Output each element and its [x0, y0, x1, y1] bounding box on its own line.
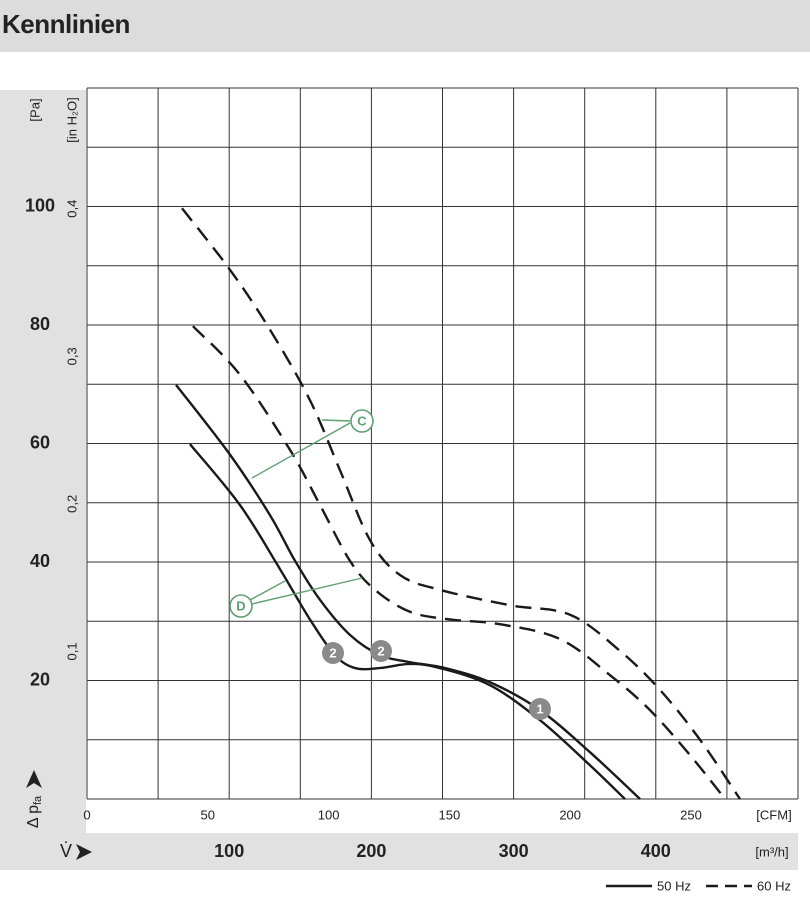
- left-band: [0, 90, 86, 870]
- legend-label: 50 Hz: [657, 878, 691, 893]
- y-tick-label: 80: [30, 314, 50, 334]
- x-unit: [m³/h]: [755, 844, 788, 859]
- x2-tick-label: 250: [680, 807, 702, 822]
- x2-tick-label: 0: [83, 807, 90, 822]
- curve: [181, 207, 741, 800]
- x-label: V̇: [60, 841, 72, 861]
- annotation-badge: [229, 594, 253, 618]
- legend: 50 Hz 60 Hz: [606, 878, 791, 893]
- y-unit: [Pa]: [27, 98, 42, 121]
- y-label: Δ pfa: [25, 795, 44, 828]
- y2-tick-label: 0,3: [64, 347, 79, 365]
- title-bar: [0, 0, 810, 52]
- x-tick-label: 400: [641, 841, 671, 861]
- x2-tick-label: 200: [559, 807, 581, 822]
- leader-line: [251, 577, 363, 605]
- y-tick-label: 100: [25, 195, 55, 215]
- x-tick-label: 200: [356, 841, 386, 861]
- annotation-badge: [370, 640, 392, 662]
- y-tick-label: 60: [30, 432, 50, 452]
- x-tick-label: 100: [214, 841, 244, 861]
- y-arrow: [26, 770, 42, 788]
- curve: [175, 384, 641, 800]
- y2-tick-label: 0,4: [64, 200, 79, 218]
- annotation-badge: [529, 698, 551, 720]
- leader-line: [251, 422, 351, 479]
- curve: [189, 443, 626, 800]
- plot-area: C D 1 2 2: [86, 87, 799, 800]
- bottom-band: [0, 833, 798, 870]
- page-title: Kennlinien: [2, 9, 130, 39]
- x-arrow: [76, 844, 92, 860]
- y-tick-label: 40: [30, 551, 50, 571]
- leader-line: [321, 419, 351, 422]
- annotation-label: 2: [377, 643, 384, 658]
- x2-tick-label: 150: [439, 807, 461, 822]
- annotation-label: C: [357, 413, 367, 428]
- y-label-sub: fa: [32, 795, 44, 805]
- annotation-label: 1: [536, 701, 543, 716]
- legend-label: 60 Hz: [757, 878, 791, 893]
- x-tick-label: 300: [499, 841, 529, 861]
- curve: [192, 325, 726, 800]
- x2-unit: [CFM]: [756, 807, 791, 822]
- y-tick-label: 20: [30, 669, 50, 689]
- annotation-badge: [350, 409, 374, 433]
- annotation-label: D: [236, 598, 245, 613]
- x2-tick-label: 50: [201, 807, 215, 822]
- annotation-badge: [322, 642, 344, 664]
- x2-tick-label: 100: [318, 807, 340, 822]
- y2-tick-label: 0,1: [64, 642, 79, 660]
- y2-tick-label: 0,2: [64, 495, 79, 513]
- leader-line: [249, 580, 286, 601]
- y-label-main: Δ p: [25, 805, 42, 828]
- y2-unit: [in H₂O]: [64, 97, 79, 143]
- annotation-label: 2: [329, 645, 336, 660]
